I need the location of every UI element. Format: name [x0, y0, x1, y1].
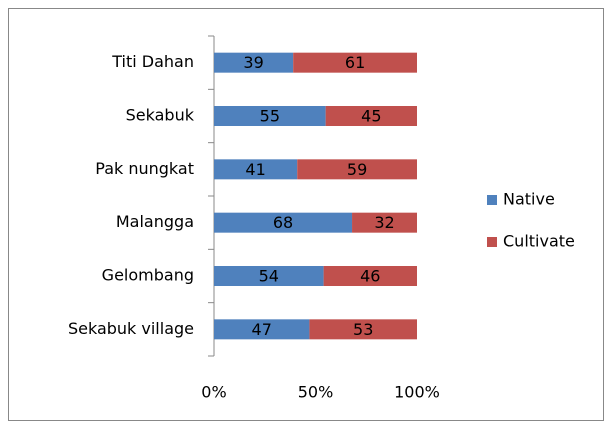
- bar: [214, 212, 353, 233]
- legend-label: Native: [503, 190, 555, 209]
- data-label: 55: [260, 107, 280, 126]
- data-label: 59: [347, 160, 367, 179]
- bar: [352, 212, 417, 233]
- bar: [214, 52, 294, 73]
- x-tick-label: 0%: [201, 383, 226, 402]
- bar: [214, 319, 310, 340]
- y-tick-label: Sekabuk village: [68, 319, 194, 338]
- bar: [293, 52, 417, 73]
- y-tick-label: Titi Dahan: [111, 52, 194, 71]
- bar: [214, 106, 326, 126]
- x-tick-label: 50%: [298, 383, 334, 402]
- data-label: 61: [345, 53, 365, 72]
- data-label: 39: [243, 53, 263, 72]
- bar: [323, 266, 417, 286]
- bar: [214, 159, 298, 180]
- legend-swatch: [487, 237, 497, 247]
- data-label: 41: [245, 160, 265, 179]
- data-label: 45: [361, 107, 381, 126]
- y-tick-label: Gelombang: [102, 266, 194, 285]
- bar: [309, 319, 417, 340]
- data-label: 47: [252, 320, 272, 339]
- x-tick-label: 100%: [394, 383, 440, 402]
- y-tick-label: Pak nungkat: [95, 159, 194, 178]
- bar: [214, 266, 324, 286]
- bar: [297, 159, 417, 180]
- data-label: 46: [360, 267, 380, 286]
- y-tick-label: Malangga: [116, 212, 194, 231]
- data-label: 53: [353, 320, 373, 339]
- bar: [325, 106, 417, 126]
- y-tick-label: Sekabuk: [126, 106, 195, 125]
- legend-label: Cultivate: [503, 232, 575, 251]
- data-label: 68: [273, 213, 293, 232]
- data-label: 32: [374, 213, 394, 232]
- data-label: 54: [259, 267, 279, 286]
- legend-swatch: [487, 195, 497, 205]
